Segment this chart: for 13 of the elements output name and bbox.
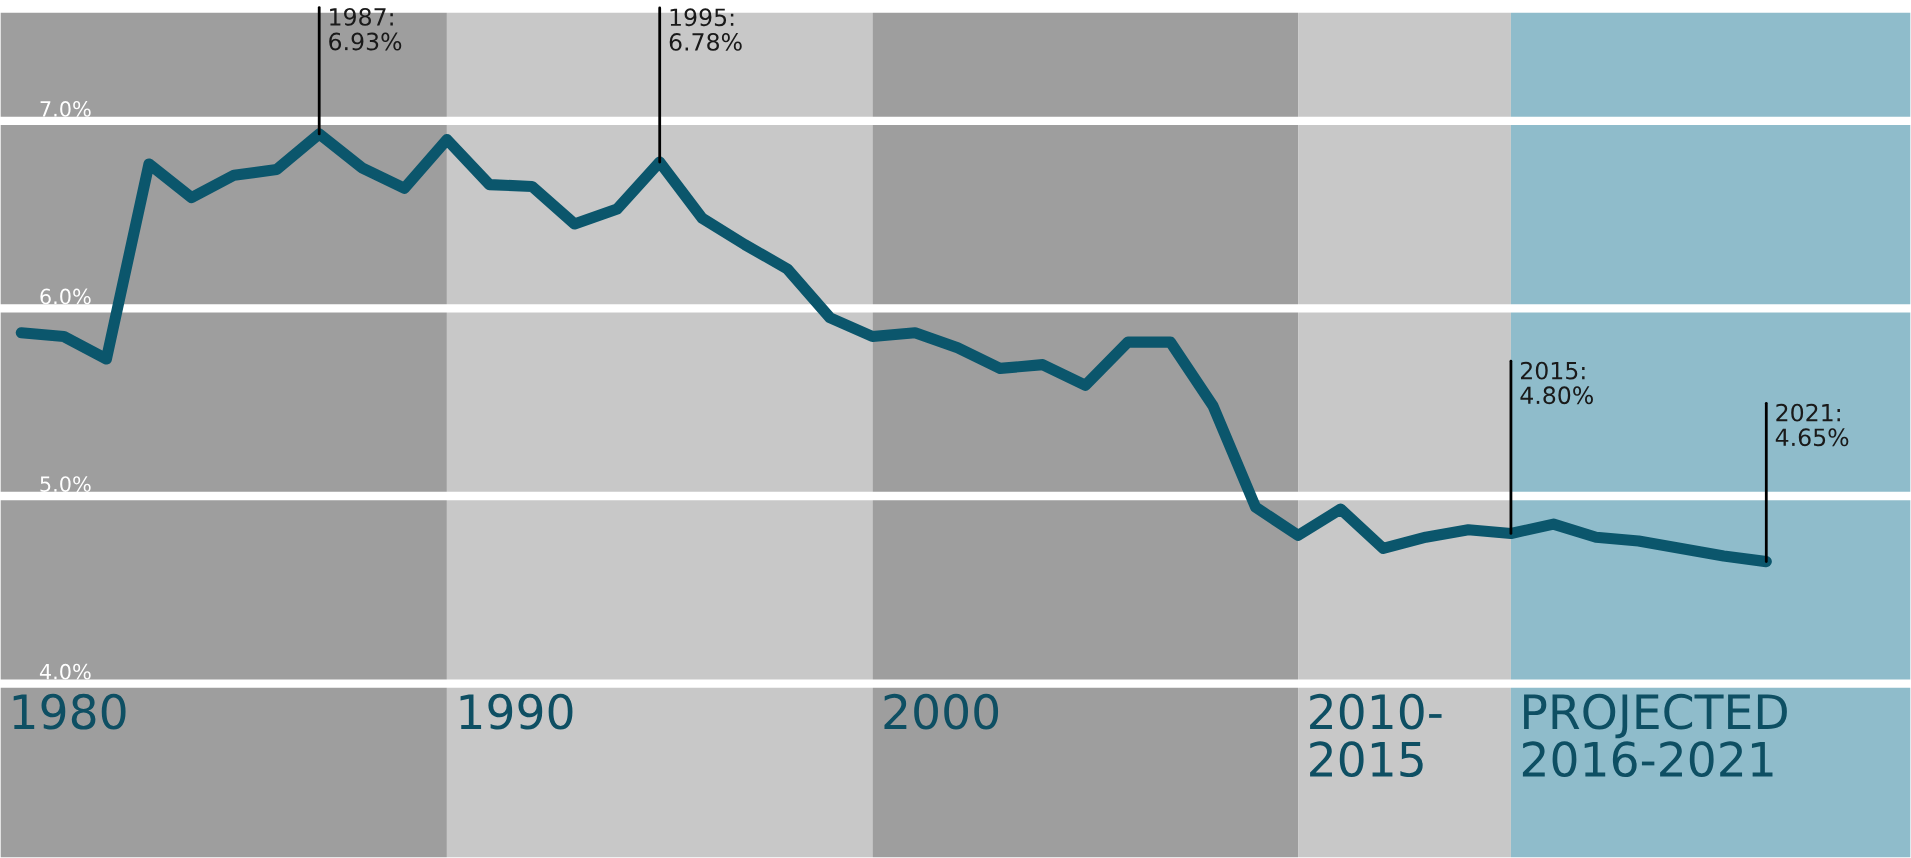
annotation: 1980: [13, 693, 126, 730]
y-tick-label: 5.0%: [40, 476, 91, 492]
annotation: 1987: 6.93%: [329, 7, 402, 51]
annotation: 1990: [460, 693, 573, 730]
y-tick-label: 7.0%: [40, 101, 91, 117]
annotation: 2010- 2015: [1310, 693, 1442, 778]
annotation: 2021: 4.65%: [1775, 403, 1849, 447]
annotation: 2000: [884, 693, 999, 730]
y-tick-label: 6.0%: [40, 288, 91, 305]
annotation: PROJECTED 2016-2021: [1522, 693, 1787, 778]
y-tick-label: 4.0%: [39, 663, 91, 680]
annotation: 2015: 4.80%: [1520, 361, 1593, 405]
annotation: 1995: 6.78%: [669, 8, 742, 51]
